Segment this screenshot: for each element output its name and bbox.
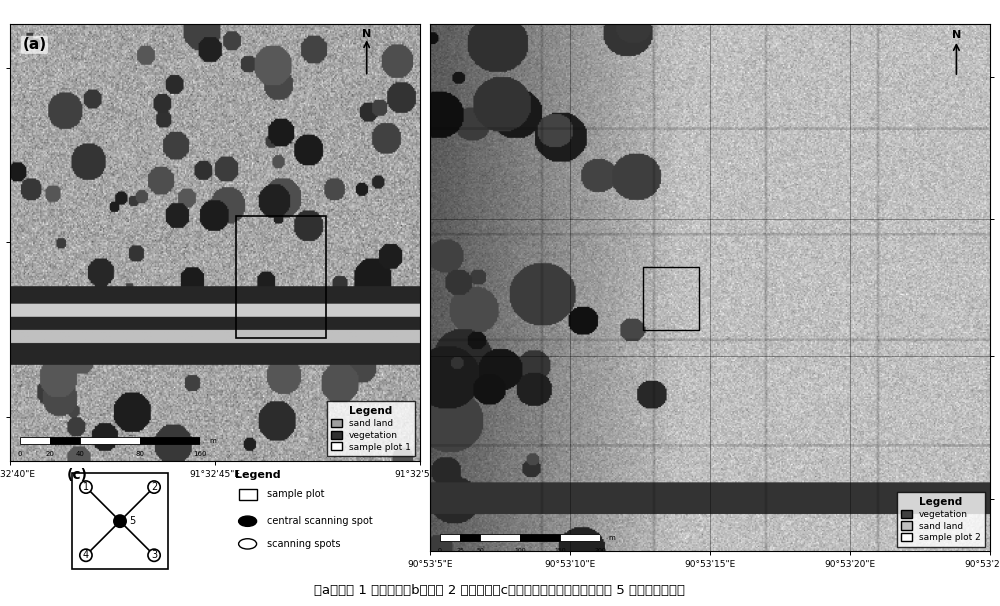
Text: 4: 4 xyxy=(83,550,89,561)
Circle shape xyxy=(239,516,257,527)
Bar xyxy=(20,437,50,444)
Text: central scanning spot: central scanning spot xyxy=(267,516,373,526)
Text: sample plot: sample plot xyxy=(267,490,325,499)
Circle shape xyxy=(80,549,92,561)
Bar xyxy=(480,534,520,541)
Text: (c): (c) xyxy=(67,468,88,482)
Bar xyxy=(239,489,257,499)
Text: scanning spots: scanning spots xyxy=(267,539,341,549)
Text: m: m xyxy=(608,534,615,541)
Text: 1: 1 xyxy=(83,482,89,492)
Text: 200: 200 xyxy=(594,548,606,553)
Text: N: N xyxy=(952,30,961,39)
Circle shape xyxy=(148,481,160,493)
Legend: sand land, vegetation, sample plot 1: sand land, vegetation, sample plot 1 xyxy=(327,402,415,456)
Bar xyxy=(50,437,80,444)
Bar xyxy=(72,473,168,569)
Bar xyxy=(643,267,699,330)
Text: 3: 3 xyxy=(151,550,157,561)
Text: 160: 160 xyxy=(193,451,207,458)
Text: 2: 2 xyxy=(151,482,157,492)
Circle shape xyxy=(148,549,160,561)
Text: 0: 0 xyxy=(18,451,22,458)
Text: 20: 20 xyxy=(46,451,54,458)
Bar xyxy=(560,534,600,541)
Circle shape xyxy=(114,515,126,527)
Text: （a）样地 1 示意图，（b）样地 2 示意图，（c）扫描点示意图（其中扫描点 5 为中心扫描点）: （a）样地 1 示意图，（b）样地 2 示意图，（c）扫描点示意图（其中扫描点 … xyxy=(314,584,686,598)
Text: N: N xyxy=(362,28,371,39)
Text: 80: 80 xyxy=(135,451,144,458)
Text: Legend: Legend xyxy=(235,470,281,480)
Bar xyxy=(140,437,200,444)
Text: 25: 25 xyxy=(456,548,464,553)
Bar xyxy=(440,534,460,541)
Legend: vegetation, sand land, sample plot 2: vegetation, sand land, sample plot 2 xyxy=(897,493,985,547)
Text: 5: 5 xyxy=(129,516,135,526)
Bar xyxy=(460,534,480,541)
Text: 40: 40 xyxy=(76,451,84,458)
Text: 100: 100 xyxy=(514,548,526,553)
Text: 150: 150 xyxy=(554,548,566,553)
Text: 0: 0 xyxy=(438,548,442,553)
Bar xyxy=(80,437,140,444)
Text: (a): (a) xyxy=(22,38,46,52)
Circle shape xyxy=(80,481,92,493)
Text: 50: 50 xyxy=(476,548,484,553)
Bar xyxy=(236,216,326,338)
Circle shape xyxy=(239,539,257,549)
Text: m: m xyxy=(209,438,216,444)
Bar xyxy=(520,534,560,541)
